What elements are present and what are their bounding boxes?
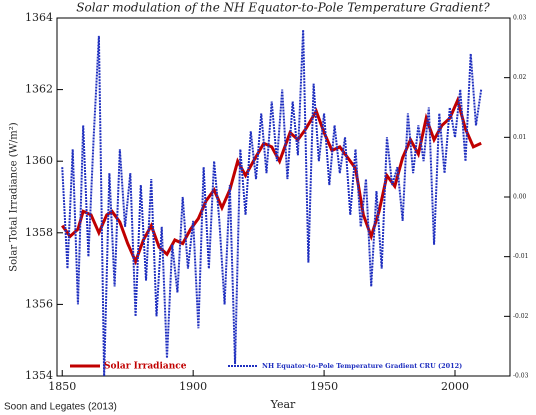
x-tick-label: 1900 [179, 380, 207, 393]
y-tick-label: 1358 [25, 226, 53, 239]
y-tick-label: 1360 [25, 154, 53, 167]
y2-tick-label: 0.00 [513, 194, 527, 201]
gradient-line [61, 29, 483, 377]
y2-tick-label: -0.01 [513, 253, 528, 260]
y-tick-label: 1356 [25, 297, 53, 310]
y2-tick-label: 0.02 [513, 74, 527, 81]
legend-label: NH Equator-to-Pole Temperature Gradient … [262, 362, 462, 370]
y-tick-label: 1362 [25, 83, 53, 96]
y2-tick-label: 0.03 [513, 15, 527, 22]
y-axis-label: Solar Total Irradiance (W/m²) [9, 122, 20, 271]
y2-tick-label: -0.03 [513, 373, 529, 380]
plot-frame [56, 17, 511, 377]
chart-title: Solar modulation of the NH Equator-to-Po… [76, 1, 490, 15]
legend-label: Solar Irradiance [104, 362, 187, 372]
solar-line [61, 95, 482, 266]
x-tick-label: 1850 [48, 380, 76, 393]
x-tick-label: 1950 [310, 380, 338, 393]
source: Soon and Legates (2013) [4, 402, 117, 413]
y2-tick-label: -0.02 [513, 313, 529, 320]
x-axis-label: Year [270, 398, 296, 411]
y-tick-label: 1364 [25, 11, 53, 24]
x-tick-label: 2000 [441, 380, 469, 393]
y-tick-label: 1354 [25, 369, 53, 382]
y2-tick-label: 0.01 [513, 134, 526, 141]
